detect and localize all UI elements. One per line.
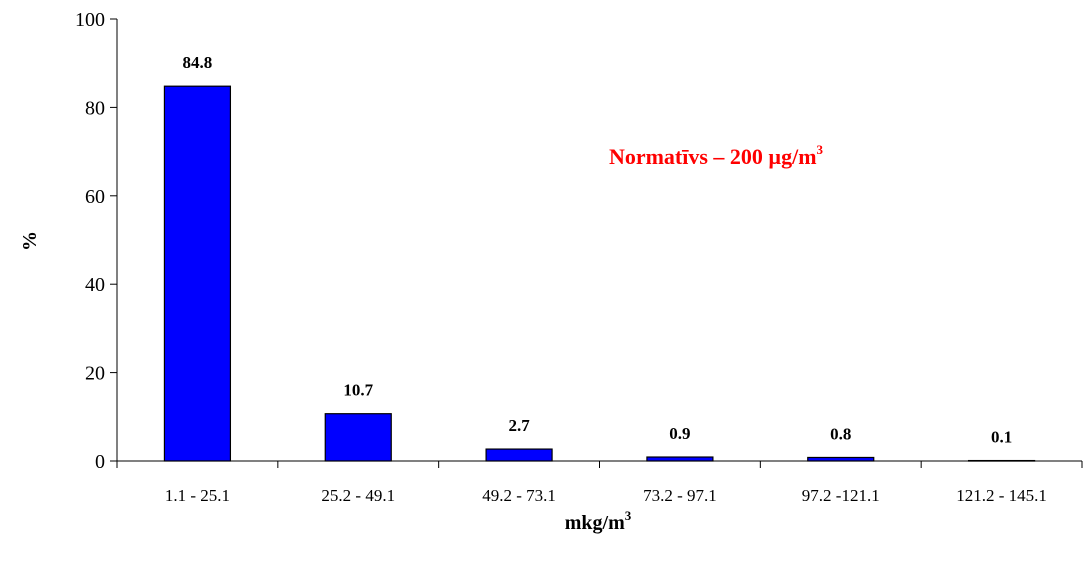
category-label-2: 49.2 - 73.1 (482, 486, 556, 505)
data-label-5: 0.1 (991, 428, 1012, 447)
bar-0 (163, 85, 232, 462)
labels-group: 84.8 1.1 - 25.1 10.7 25.2 - 49.1 2.7 49.2 - 7… (75, 9, 1047, 505)
x-axis-title: mkg/m3 (565, 508, 632, 534)
data-label-2: 2.7 (508, 416, 530, 435)
data-label-4: 0.8 (830, 424, 851, 443)
norm-annotation-base: Normatīvs – 200 µg/m (609, 144, 817, 169)
bar-2 (485, 448, 553, 462)
bar-3 (646, 456, 714, 462)
bar-1 (324, 413, 392, 462)
norm-annotation-sup: 3 (817, 142, 824, 157)
data-label-0: 84.8 (183, 53, 213, 72)
y-tick-label-0: 0 (95, 451, 105, 473)
category-label-1: 25.2 - 49.1 (321, 486, 395, 505)
y-tick-label-1: 20 (85, 363, 105, 385)
category-label-4: 97.2 -121.1 (802, 486, 880, 505)
norm-annotation: Normatīvs – 200 µg/m3 (609, 142, 824, 169)
bars-group (163, 85, 1036, 462)
x-axis-title-sup: 3 (625, 508, 632, 523)
y-tick-label-2: 40 (85, 274, 105, 296)
x-axis-title-base: mkg/m (565, 512, 625, 534)
axes-group (110, 18, 1083, 468)
y-tick-label-3: 60 (85, 186, 105, 208)
y-axis-title: % (19, 231, 41, 251)
data-label-3: 0.9 (669, 424, 690, 443)
bar-4 (807, 456, 875, 462)
y-tick-label-5: 100 (75, 9, 105, 31)
category-label-3: 73.2 - 97.1 (643, 486, 717, 505)
data-label-1: 10.7 (343, 381, 373, 400)
category-label-5: 121.2 - 145.1 (956, 486, 1047, 505)
category-label-0: 1.1 - 25.1 (165, 486, 230, 505)
y-tick-label-4: 80 (85, 97, 105, 119)
